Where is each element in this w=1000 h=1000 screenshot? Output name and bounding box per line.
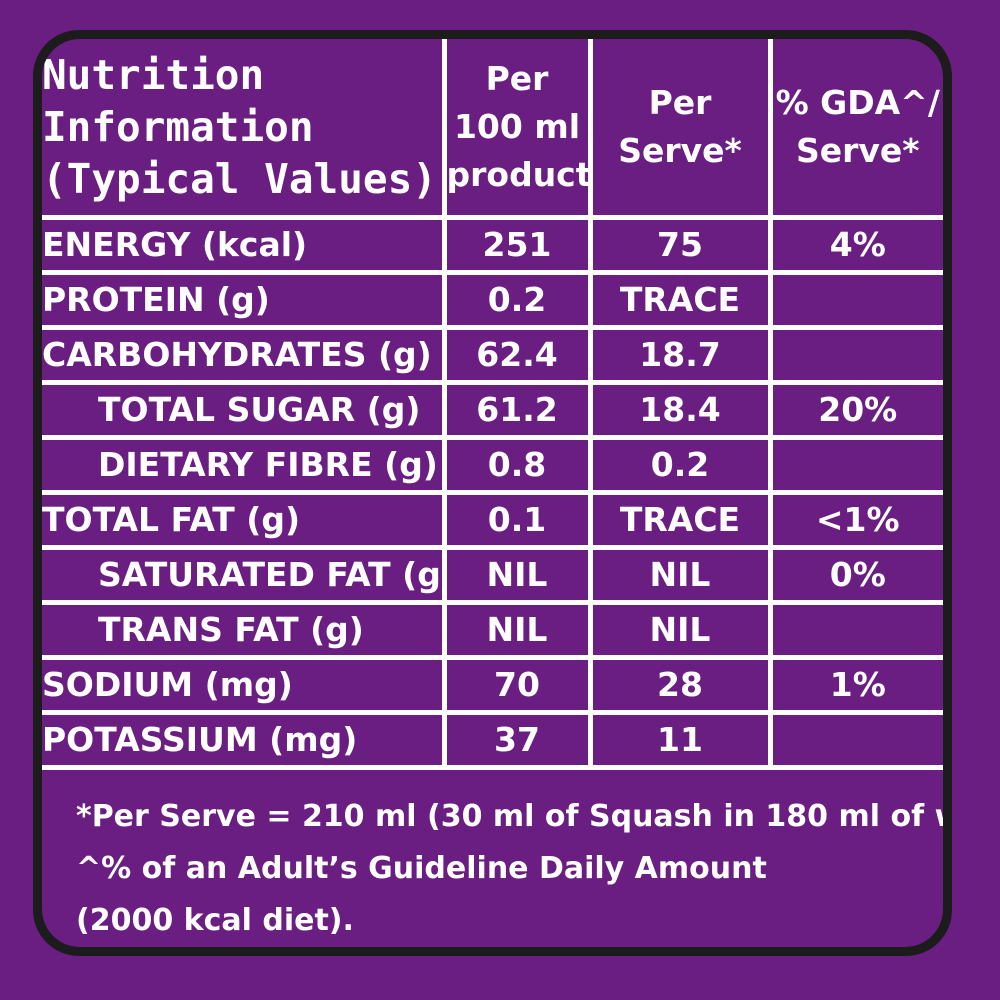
- table-title-line: Information: [42, 102, 314, 151]
- value-per-serve: NIL: [587, 547, 770, 605]
- nutrient-label: ENERGY (kcal): [42, 217, 444, 275]
- column-header-per-serve: Per Serve*: [587, 39, 770, 220]
- value-gda: [767, 602, 943, 660]
- table-title-line: Nutrition: [42, 50, 265, 99]
- column-header-gda: % GDA^/ Serve*: [767, 39, 943, 220]
- table-row: DIETARY FIBRE (g) 0.8 0.2: [42, 437, 943, 495]
- table-title-line: (Typical Values): [42, 154, 437, 203]
- nutrient-label: PROTEIN (g): [42, 272, 444, 330]
- table-row: CARBOHYDRATES (g) 62.4 18.7: [42, 327, 943, 385]
- footnote-diet-basis: (2000 kcal diet).: [76, 903, 354, 938]
- value-gda: 4%: [767, 217, 943, 275]
- value-per-serve: 18.7: [587, 327, 770, 385]
- value-per-serve: 11: [587, 712, 770, 770]
- value-per-100ml: NIL: [441, 602, 590, 660]
- nutrient-label: CARBOHYDRATES (g): [42, 327, 444, 385]
- value-per-serve: 28: [587, 657, 770, 715]
- table-title: Nutrition Information (Typical Values): [42, 39, 444, 220]
- value-per-serve: 0.2: [587, 437, 770, 495]
- table-row: ENERGY (kcal) 251 75 4%: [42, 217, 943, 275]
- nutrient-label: SODIUM (mg): [42, 657, 444, 715]
- table-header-row: Nutrition Information (Typical Values) P…: [42, 39, 943, 220]
- value-gda: [767, 437, 943, 495]
- value-per-100ml: 61.2: [441, 382, 590, 440]
- value-per-100ml: 0.8: [441, 437, 590, 495]
- table-row: SODIUM (mg) 70 28 1%: [42, 657, 943, 715]
- nutrition-panel: Nutrition Information (Typical Values) P…: [33, 30, 952, 956]
- table-row: TOTAL SUGAR (g) 61.2 18.4 20%: [42, 382, 943, 440]
- value-per-serve: 18.4: [587, 382, 770, 440]
- value-gda: <1%: [767, 492, 943, 550]
- table-row: SATURATED FAT (g) NIL NIL 0%: [42, 547, 943, 605]
- value-gda: [767, 327, 943, 385]
- nutrition-table: Nutrition Information (Typical Values) P…: [42, 39, 943, 770]
- value-per-100ml: 0.1: [441, 492, 590, 550]
- value-per-100ml: 70: [441, 657, 590, 715]
- value-per-serve: 75: [587, 217, 770, 275]
- table-row: PROTEIN (g) 0.2 TRACE: [42, 272, 943, 330]
- value-gda: 1%: [767, 657, 943, 715]
- table-row: POTASSIUM (mg) 37 11: [42, 712, 943, 770]
- value-gda: 0%: [767, 547, 943, 605]
- footnote-serve-size: *Per Serve = 210 ml (30 ml of Squash in …: [76, 799, 943, 834]
- value-per-100ml: 0.2: [441, 272, 590, 330]
- nutrient-label: POTASSIUM (mg): [42, 712, 444, 770]
- value-per-100ml: 251: [441, 217, 590, 275]
- value-per-100ml: 37: [441, 712, 590, 770]
- nutrient-label: SATURATED FAT (g): [42, 547, 444, 605]
- table-row: TRANS FAT (g) NIL NIL: [42, 602, 943, 660]
- nutrient-label: TOTAL FAT (g): [42, 492, 444, 550]
- value-gda: [767, 272, 943, 330]
- value-per-100ml: NIL: [441, 547, 590, 605]
- nutrition-panel-body: Nutrition Information (Typical Values) P…: [42, 39, 943, 947]
- column-header-per-100ml: Per 100 ml product: [441, 39, 590, 220]
- table-row: TOTAL FAT (g) 0.1 TRACE <1%: [42, 492, 943, 550]
- nutrient-label: TOTAL SUGAR (g): [42, 382, 444, 440]
- value-per-serve: TRACE: [587, 492, 770, 550]
- value-per-100ml: 62.4: [441, 327, 590, 385]
- value-gda: 20%: [767, 382, 943, 440]
- nutrient-label: TRANS FAT (g): [42, 602, 444, 660]
- value-per-serve: TRACE: [587, 272, 770, 330]
- footnotes: *Per Serve = 210 ml (30 ml of Squash in …: [76, 791, 943, 947]
- value-gda: [767, 712, 943, 770]
- value-per-serve: NIL: [587, 602, 770, 660]
- nutrient-label: DIETARY FIBRE (g): [42, 437, 444, 495]
- footnote-gda-definition: ^% of an Adult’s Guideline Daily Amount: [76, 851, 767, 886]
